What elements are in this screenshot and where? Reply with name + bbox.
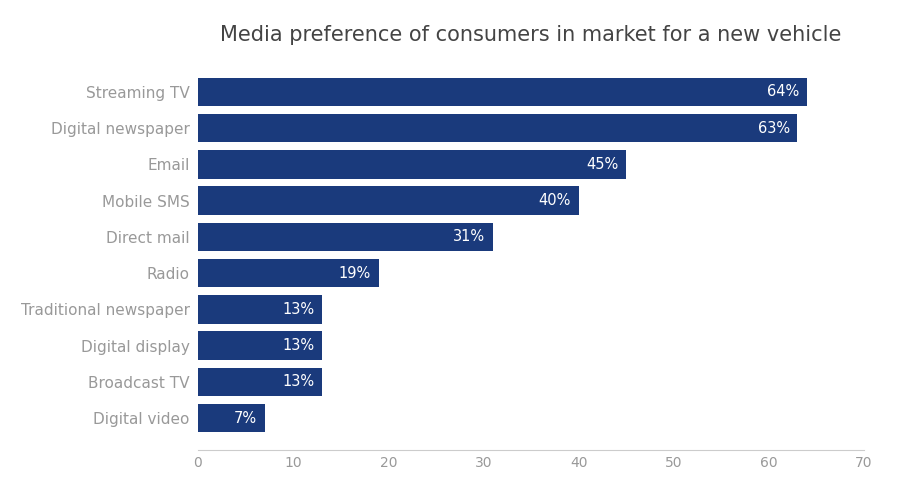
Text: 19%: 19% xyxy=(339,266,371,280)
Bar xyxy=(198,368,321,396)
Bar xyxy=(198,332,321,360)
Text: 40%: 40% xyxy=(538,193,571,208)
Bar xyxy=(198,114,797,142)
Text: 45%: 45% xyxy=(586,157,618,172)
Text: 13%: 13% xyxy=(282,374,314,390)
Text: 13%: 13% xyxy=(282,338,314,353)
Text: 63%: 63% xyxy=(758,120,790,136)
Text: 31%: 31% xyxy=(454,230,485,244)
Bar xyxy=(198,222,493,251)
Text: 64%: 64% xyxy=(767,84,799,100)
Text: 13%: 13% xyxy=(282,302,314,317)
Bar xyxy=(198,150,626,178)
Bar xyxy=(198,404,265,432)
Bar xyxy=(198,259,379,288)
Bar xyxy=(198,186,579,215)
Title: Media preference of consumers in market for a new vehicle: Media preference of consumers in market … xyxy=(220,24,842,44)
Bar xyxy=(198,295,321,324)
Bar xyxy=(198,78,807,106)
Text: 7%: 7% xyxy=(234,410,257,426)
